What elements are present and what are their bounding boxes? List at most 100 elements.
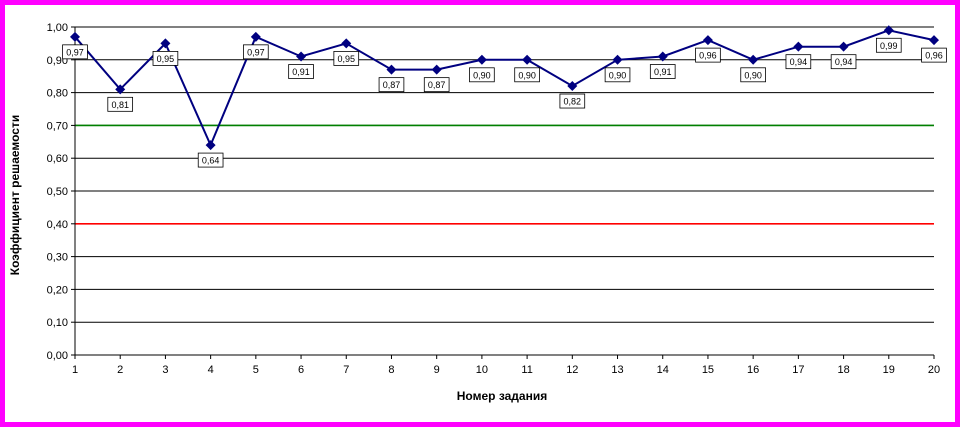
x-tick-label: 16 bbox=[747, 364, 759, 376]
data-label: 0,97 bbox=[247, 47, 265, 57]
data-label: 0,90 bbox=[473, 70, 491, 80]
data-label-box bbox=[423, 77, 450, 93]
data-label-box bbox=[333, 51, 360, 66]
data-point bbox=[160, 38, 171, 49]
y-tick-label: 0,60 bbox=[47, 153, 68, 165]
x-tick-labels: 1 2 3 4 5 6 7 8 9 10 11 12 13 14 15 16 17 18 19 20 bbox=[72, 355, 940, 376]
data-point bbox=[431, 64, 442, 75]
data-label: 0,96 bbox=[925, 51, 943, 61]
data-label: 0,94 bbox=[790, 57, 808, 67]
data-label: 0,81 bbox=[111, 100, 129, 110]
data-point bbox=[567, 81, 578, 92]
data-label: 0,95 bbox=[337, 54, 355, 64]
series-line bbox=[74, 29, 935, 148]
data-point bbox=[386, 64, 397, 75]
x-tick-label: 9 bbox=[434, 364, 440, 376]
reference-lines bbox=[75, 124, 934, 225]
data-label: 0,87 bbox=[383, 80, 401, 90]
x-tick-label: 12 bbox=[566, 364, 578, 376]
data-label: 0,95 bbox=[157, 54, 175, 64]
data-point bbox=[838, 41, 849, 52]
x-tick-label: 10 bbox=[476, 364, 488, 376]
x-tick-label: 2 bbox=[117, 364, 123, 376]
chart-frame: 0,00 0,10 0,20 0,30 0,40 0,50 0,60 0,70 0,80 0,90… bbox=[5, 5, 955, 422]
data-point bbox=[929, 35, 939, 46]
data-label-box bbox=[740, 67, 766, 83]
data-label-box bbox=[243, 44, 269, 60]
data-point bbox=[250, 31, 261, 42]
x-tick-label: 19 bbox=[883, 364, 895, 376]
data-label-box bbox=[514, 67, 540, 83]
data-label-box bbox=[107, 96, 134, 112]
x-tick-label: 11 bbox=[521, 364, 532, 376]
data-label: 0,96 bbox=[699, 51, 717, 61]
data-label-box bbox=[695, 47, 721, 63]
data-point bbox=[115, 84, 126, 95]
data-label-box bbox=[288, 64, 314, 79]
x-tick-label: 8 bbox=[388, 364, 394, 376]
data-label: 0,90 bbox=[518, 70, 536, 80]
data-label: 0,64 bbox=[202, 156, 220, 166]
data-label-box bbox=[785, 54, 812, 70]
x-tick-label: 13 bbox=[611, 364, 623, 376]
y-axis-title: Коэффициент решаемости bbox=[8, 115, 22, 275]
x-tick-label: 15 bbox=[702, 364, 714, 376]
gridlines bbox=[75, 26, 934, 323]
data-label: 0,97 bbox=[66, 47, 84, 57]
data-label-box bbox=[649, 64, 676, 79]
data-label-box bbox=[875, 37, 902, 53]
data-label-box bbox=[152, 51, 179, 66]
data-label-box bbox=[378, 77, 405, 93]
data-point bbox=[205, 140, 216, 151]
data-point bbox=[702, 35, 713, 46]
data-point bbox=[296, 51, 307, 62]
data-label: 0,91 bbox=[292, 67, 310, 77]
x-tick-label: 20 bbox=[928, 364, 940, 376]
data-point bbox=[476, 54, 487, 65]
data-label: 0,91 bbox=[654, 67, 672, 77]
data-label: 0,87 bbox=[428, 80, 446, 90]
y-tick-label: 0,00 bbox=[47, 350, 68, 362]
data-point bbox=[522, 54, 533, 65]
data-point bbox=[657, 51, 668, 62]
x-axis-title: Номер задания bbox=[457, 389, 547, 403]
y-tick-label: 0,80 bbox=[47, 88, 68, 100]
x-tick-label: 18 bbox=[837, 364, 849, 376]
data-label: 0,90 bbox=[744, 70, 762, 80]
data-label-box bbox=[830, 54, 857, 70]
y-tick-label: 0,10 bbox=[47, 317, 68, 329]
y-tick-labels: 0,000,100,200,300,400,500,600,700,800,90… bbox=[47, 22, 75, 362]
x-tick-label: 14 bbox=[657, 364, 669, 376]
data-label-box bbox=[469, 67, 495, 83]
line-chart: 0,00 0,10 0,20 0,30 0,40 0,50 0,60 0,70 0,80 0,90… bbox=[8, 22, 947, 403]
x-tick-label: 3 bbox=[162, 364, 168, 376]
data-label-box bbox=[62, 44, 88, 60]
y-tick-label: 0,70 bbox=[47, 120, 68, 132]
data-label: 0,94 bbox=[835, 57, 853, 67]
data-point bbox=[341, 38, 352, 49]
data-labels: 0,97 0,81 0,95 0,64 0,97 0,91 0,95 0,87 0,87 0,90… bbox=[62, 37, 947, 168]
data-label: 0,99 bbox=[880, 41, 898, 51]
data-point bbox=[793, 41, 804, 52]
data-label-box bbox=[559, 93, 586, 109]
data-label: 0,90 bbox=[609, 70, 627, 80]
series-layer bbox=[70, 25, 939, 151]
data-point bbox=[748, 54, 759, 65]
data-point bbox=[883, 25, 894, 36]
x-tick-label: 5 bbox=[253, 364, 259, 376]
data-label-box bbox=[197, 152, 224, 168]
y-tick-label: 0,40 bbox=[47, 219, 68, 231]
x-tick-label: 7 bbox=[343, 364, 349, 376]
x-tick-label: 1 bbox=[72, 364, 78, 376]
y-tick-label: 1,00 bbox=[47, 22, 68, 34]
data-label-box bbox=[921, 47, 947, 63]
x-tick-label: 17 bbox=[792, 364, 804, 376]
data-point bbox=[612, 54, 623, 65]
y-tick-label: 0,30 bbox=[47, 252, 68, 264]
y-tick-label: 0,20 bbox=[47, 284, 68, 296]
data-label: 0,82 bbox=[564, 97, 582, 107]
y-tick-label: 0,50 bbox=[47, 186, 68, 198]
data-label-box bbox=[604, 67, 631, 83]
data-point bbox=[70, 31, 80, 42]
x-tick-label: 6 bbox=[298, 364, 304, 376]
